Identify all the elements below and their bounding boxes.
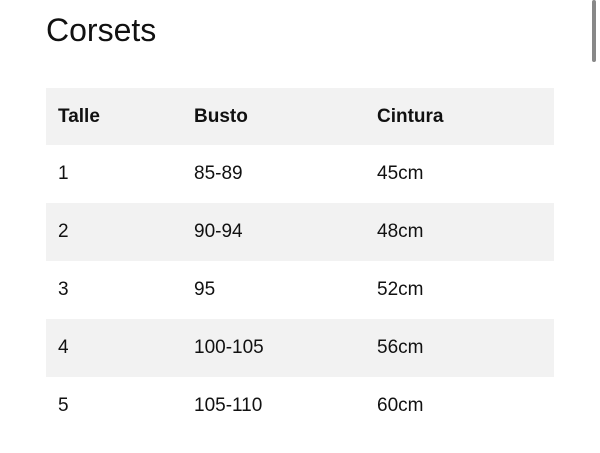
cell-cintura: 45cm — [377, 163, 424, 184]
page-title: Corsets — [46, 12, 157, 48]
cell-talle: 2 — [58, 221, 69, 242]
cell-cintura: 56cm — [377, 337, 424, 358]
size-table: Talle Busto Cintura 1 85-89 45cm 2 90-94… — [46, 88, 554, 435]
cell-busto: 95 — [194, 279, 216, 300]
scrollbar[interactable] — [592, 0, 596, 62]
cell-talle: 1 — [58, 163, 69, 184]
cell-cintura: 48cm — [377, 221, 424, 242]
table-row: 3 95 52cm — [46, 261, 554, 319]
header-cintura: Cintura — [377, 105, 444, 127]
header-talle: Talle — [58, 105, 100, 127]
table-row: 2 90-94 48cm — [46, 203, 554, 261]
table-row: 1 85-89 45cm — [46, 145, 554, 203]
cell-busto: 90-94 — [194, 221, 243, 242]
cell-busto: 85-89 — [194, 163, 243, 184]
cell-talle: 5 — [58, 395, 69, 416]
table-row: 5 105-110 60cm — [46, 377, 554, 435]
table-header-row: Talle Busto Cintura — [46, 88, 554, 145]
table-row: 4 100-105 56cm — [46, 319, 554, 377]
cell-cintura: 60cm — [377, 395, 424, 416]
cell-busto: 100-105 — [194, 337, 264, 358]
cell-cintura: 52cm — [377, 279, 424, 300]
header-busto: Busto — [194, 105, 248, 127]
cell-busto: 105-110 — [194, 395, 263, 416]
cell-talle: 4 — [58, 337, 69, 358]
cell-talle: 3 — [58, 279, 69, 300]
